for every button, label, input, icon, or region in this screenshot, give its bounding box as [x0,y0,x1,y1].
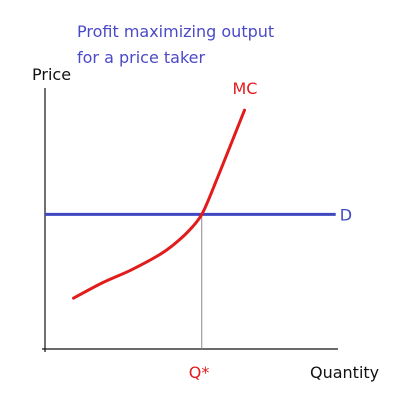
x-axis-label: Quantity [310,363,379,382]
mc-label: MC [233,79,258,98]
demand-label: D [340,205,352,224]
mc-curve [72,108,246,300]
chart-title-line-1: Profit maximizing output [77,22,274,41]
y-axis-label: Price [32,65,71,84]
q-star-tick-label: Q* [189,363,210,382]
chart-title-line-2: for a price taker [77,48,206,67]
